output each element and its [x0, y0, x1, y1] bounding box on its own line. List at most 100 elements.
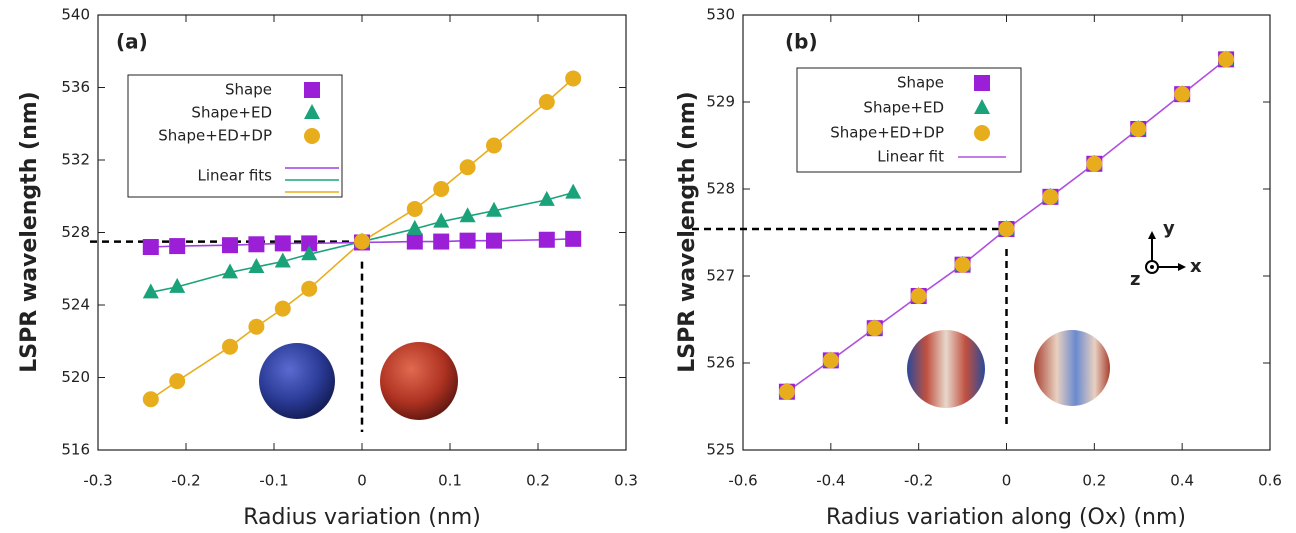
x-axis-label: Radius variation (nm)	[243, 505, 481, 530]
axis-glyph	[1178, 263, 1186, 271]
y-tick-label: 526	[706, 354, 735, 372]
y-tick-label: 524	[61, 296, 90, 314]
marker-triangle	[433, 212, 450, 228]
x-tick-label: -0.4	[816, 472, 845, 490]
y-tick-label: 528	[61, 223, 90, 241]
marker-square	[301, 235, 318, 252]
legend-label: Shape+ED	[191, 104, 272, 122]
marker-circle	[301, 280, 318, 297]
marker-circle	[274, 300, 291, 317]
axis-glyph	[1148, 231, 1156, 239]
x-tick-label: 0.2	[1082, 472, 1106, 490]
x-tick-label: 0.3	[614, 472, 638, 490]
marker-circle	[538, 94, 555, 110]
marker-circle	[1218, 51, 1235, 68]
legend-marker	[304, 104, 320, 119]
marker-square	[459, 232, 476, 249]
y-tick-label: 520	[61, 368, 90, 386]
marker-circle	[954, 256, 971, 273]
marker-circle	[406, 200, 423, 217]
x-tick-label: -0.3	[83, 472, 112, 490]
x-tick-label: 0	[357, 472, 367, 490]
marker-square	[248, 236, 265, 253]
marker-circle	[1130, 120, 1147, 137]
legend-marker	[974, 75, 990, 91]
legend-label: Shape+ED+DP	[830, 124, 944, 142]
marker-triangle	[486, 201, 502, 217]
panel-label: (b)	[785, 30, 818, 54]
x-tick-label: 0.6	[1258, 472, 1282, 490]
x-tick-label: -0.2	[171, 472, 200, 490]
y-axis-label: LSPR wavelength (nm)	[675, 91, 700, 372]
legend-label: Shape+ED+DP	[158, 127, 272, 145]
x-tick-label: -0.6	[728, 472, 757, 490]
marker-circle	[354, 233, 370, 250]
marker-square	[222, 237, 238, 254]
x-axis-label: Radius variation along (Ox) (nm)	[826, 505, 1186, 530]
marker-triangle	[301, 245, 318, 261]
axis-glyph	[1150, 265, 1154, 269]
x-tick-label: -0.2	[904, 472, 933, 490]
marker-triangle	[406, 219, 423, 235]
marker-triangle	[565, 183, 582, 199]
legend-marker	[974, 125, 990, 141]
y-tick-label: 527	[706, 267, 735, 285]
y-tick-label: 529	[706, 93, 735, 111]
legend-label: Shape	[897, 74, 944, 92]
x-tick-label: 0.4	[1170, 472, 1194, 490]
marker-square	[169, 238, 186, 255]
axis-glyph-label: z	[1130, 269, 1140, 290]
sphere	[1034, 330, 1110, 406]
marker-circle	[565, 70, 582, 87]
x-tick-label: 0.1	[438, 472, 462, 490]
y-tick-label: 528	[706, 180, 735, 198]
marker-circle	[169, 373, 186, 390]
marker-square	[538, 231, 555, 248]
marker-circle	[1174, 86, 1191, 103]
axis-glyph-label: x	[1190, 256, 1202, 277]
marker-circle	[822, 352, 839, 369]
y-tick-label: 540	[61, 6, 90, 24]
marker-square	[406, 233, 423, 250]
y-tick-label: 536	[61, 78, 90, 96]
y-tick-label: 525	[706, 441, 735, 459]
y-axis-label: LSPR wavelength (nm)	[17, 91, 42, 372]
marker-circle	[1042, 188, 1059, 205]
marker-triangle	[142, 283, 159, 299]
marker-triangle	[459, 207, 476, 223]
marker-circle	[222, 338, 238, 355]
marker-square	[486, 232, 502, 249]
marker-triangle	[274, 252, 291, 268]
marker-circle	[433, 181, 450, 197]
legend-label: Linear fit	[877, 148, 944, 166]
x-tick-label: -0.1	[259, 472, 288, 490]
y-tick-label: 530	[706, 6, 735, 24]
legend-marker	[974, 99, 990, 114]
marker-circle	[1086, 155, 1103, 172]
marker-triangle	[248, 257, 265, 273]
marker-square	[274, 235, 291, 252]
legend-label: Shape	[225, 81, 272, 99]
sphere	[907, 330, 985, 408]
marker-circle	[459, 159, 476, 176]
marker-triangle	[222, 263, 238, 279]
marker-square	[433, 233, 450, 250]
spheres	[259, 330, 1110, 420]
sphere	[380, 342, 458, 420]
legend-marker	[304, 128, 320, 144]
marker-circle	[998, 221, 1015, 238]
marker-square	[142, 239, 159, 255]
legend-label: Linear fits	[197, 167, 272, 185]
panel-label: (a)	[116, 30, 148, 54]
legend-label: Shape+ED	[863, 99, 944, 117]
x-tick-label: 0.2	[526, 472, 550, 490]
x-tick-label: 0	[1002, 472, 1012, 490]
marker-triangle	[169, 277, 186, 293]
sphere	[259, 343, 335, 419]
marker-circle	[142, 391, 159, 408]
marker-circle	[910, 288, 927, 305]
axis-glyph-label: y	[1163, 218, 1175, 239]
marker-triangle	[538, 190, 555, 206]
y-tick-label: 516	[61, 441, 90, 459]
